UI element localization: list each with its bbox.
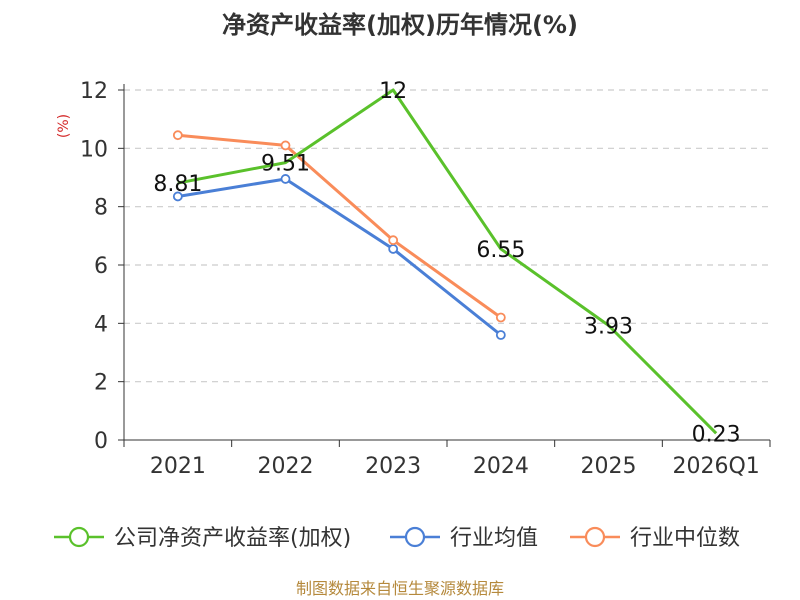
series-point-1 [388,244,399,254]
grid-lines [124,89,770,383]
series-point-2 [388,235,399,246]
x-tick-label: 2021 [150,454,206,479]
series-point-1 [172,191,183,202]
y-tick-label: 2 [94,371,108,396]
series-point-2 [172,130,183,141]
series-line-2 [177,133,502,319]
x-tick-label: 2026Q1 [673,454,760,479]
chart-title: 净资产收益率(加权)历年情况(%) [222,11,578,39]
legend-marker-1 [404,526,426,548]
legend-marker-2 [584,526,606,548]
series-point-2 [280,140,291,151]
data-labels: 8.81 9.51 12 6.55 3.93 0.23 [153,79,740,447]
series-line-0 [177,88,718,435]
series-lines [172,88,718,435]
x-tick-label: 2023 [365,454,421,479]
y-axis-label: (%) [56,114,72,138]
data-label: 8.81 [153,172,202,197]
data-label: 0.23 [692,422,741,447]
data-label: 12 [379,79,407,104]
legend-label-1: 行业均值 [450,526,538,551]
y-tick-label: 4 [94,312,108,337]
x-tick-label: 2024 [473,454,529,479]
legend-label-0: 公司净资产收益率(加权) [114,526,351,551]
data-label: 9.51 [261,152,310,177]
legend-label-2: 行业中位数 [630,526,740,551]
legend-marker-0 [68,526,90,548]
legend: 公司净资产收益率(加权) 行业均值 行业中位数 [54,526,740,551]
series-line-1 [177,177,502,337]
series-point-2 [495,312,506,323]
y-tick-label: 6 [94,254,108,279]
y-tick-label: 10 [80,137,108,162]
x-tick-label: 2022 [258,454,314,479]
y-tick-label: 12 [80,79,108,104]
axes: 0 2 4 6 8 10 12 2021 2022 2023 2024 2025 2026Q1 [80,79,771,479]
x-tick-label: 2025 [581,454,637,479]
y-tick-label: 8 [94,196,108,221]
series-point-1 [495,330,506,340]
data-label: 6.55 [476,238,525,263]
series-point-1 [280,174,291,184]
source-caption: 制图数据来自恒生聚源数据库 [296,579,504,598]
y-tick-label: 0 [94,429,108,454]
data-label: 3.93 [584,314,633,339]
